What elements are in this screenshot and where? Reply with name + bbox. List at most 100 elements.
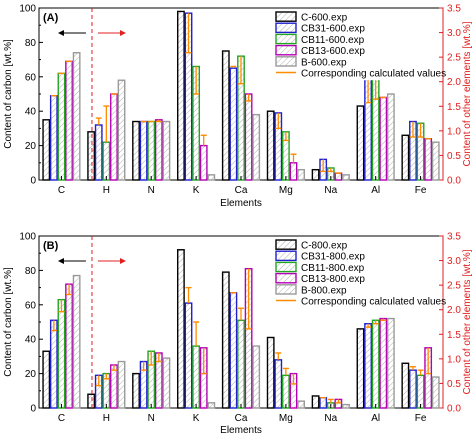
x-tick-label-ca: Ca [235,185,248,196]
y-tick-label: 100 [19,232,36,243]
right-tick-label: 1.5 [447,330,461,341]
y-tick-label: 20 [25,141,37,152]
legend-label-cb11: CB11-600.exp [301,35,365,46]
bar-cb11-k [192,345,201,409]
bar-c-fe [401,362,410,409]
legend-swatch-b [275,56,297,67]
bar-c-k [177,249,185,409]
right-tick-label: 0.0 [447,404,461,415]
bar-cb11-fe [416,374,425,409]
bar-c-h [87,393,96,409]
left-arrow-head [57,258,64,264]
bar-cb31-c [49,95,58,181]
bar-cb31-na [319,396,328,409]
right-arrow-head [119,258,126,264]
bar-c-c [42,119,51,181]
chart-panel-a: 0204060801000.00.51.01.52.02.53.03.5Cont… [3,4,473,210]
y-tick-label: 0 [30,176,36,187]
bar-b-na [342,403,350,409]
legend-label-c: C-600.exp [301,13,348,24]
legend-label-b: B-800.exp [301,285,347,296]
right-tick-label: 3.0 [447,256,461,267]
legend-swatch-cb11 [275,261,297,273]
x-tick-label-al: Al [371,185,380,196]
panel-label: (A) [43,12,59,24]
bar-cb31-h [94,124,103,181]
right-tick-label: 1.5 [447,102,461,113]
bar-b-h [117,360,126,409]
bar-cb31-mg [274,359,283,409]
bar-b-fe [431,141,440,181]
bar-c-mg [266,110,275,181]
legend-swatch-b [275,284,297,295]
bar-c-ca [221,271,230,409]
bar-cb31-ca [229,67,238,181]
x-axis-label: Elements [220,425,262,436]
bar-cb11-mg [281,374,290,409]
bar-cb31-ca [229,292,238,409]
bar-cb13-h [110,93,118,181]
legend-box [274,10,439,81]
bar-cb31-n [139,120,148,181]
legend: C-800.expCB31-800.expCB11-800.expCB13-80… [274,238,446,309]
bar-c-na [311,168,320,181]
legend-label-b: B-600.exp [301,57,347,68]
right-tick-label: 1.0 [447,354,461,365]
legend-label-cb11: CB11-800.exp [301,263,365,274]
bar-b-c [72,274,81,409]
bars [42,249,440,409]
right-tick-label: 2.5 [447,53,461,64]
legend: C-600.expCB31-600.expCB11-600.expCB13-60… [274,10,446,81]
legend-swatch-c [275,239,297,250]
chart-panel-b: 0204060801000.00.51.01.52.02.53.03.5Cont… [3,232,473,437]
x-tick-label-fe: Fe [415,185,427,196]
bar-cb13-na [334,172,343,181]
legend-label-cb13: CB13-800.exp [301,274,365,285]
right-tick-label: 2.0 [447,305,461,316]
bar-c-ca [221,50,230,181]
x-tick-label-h: H [103,413,110,424]
legend-label-calculated: Corresponding calculated values [301,69,446,80]
bar-cb11-n [147,120,156,181]
bar-cb13-mg [289,162,298,181]
bar-b-na [342,174,350,181]
x-tick-label-mg: Mg [279,185,293,196]
x-axis-label: Elements [220,198,262,209]
bar-c-mg [266,336,275,409]
left-arrow-head [57,30,64,36]
bar-c-h [87,131,96,181]
bar-cb13-ca [244,93,253,181]
right-tick-label: 3.5 [447,4,461,15]
y-tick-label: 60 [25,72,37,83]
legend-swatch-cb13 [275,44,297,56]
bar-c-al [356,328,365,409]
y-tick-label: 80 [25,38,37,49]
x-tick-label-na: Na [324,185,337,196]
bar-b-n [162,357,171,409]
legend-label-cb31: CB31-600.exp [301,24,365,35]
x-tick-label-c: C [58,185,65,196]
right-tick-label: 0.5 [447,379,461,390]
legend-swatch-cb31 [275,250,297,262]
right-tick-label: 1.0 [447,126,461,137]
right-tick-label: 2.0 [447,77,461,88]
bar-b-k [207,174,216,181]
bar-cb11-c [57,298,66,409]
right-tick-label: 3.5 [447,232,461,243]
right-axis-label: Content of other elements [wt.%] [462,249,473,394]
legend-swatch-c [275,11,297,22]
y-tick-label: 40 [25,335,37,346]
bar-b-mg [297,168,305,181]
right-axis-label: Content of other elements [wt.%] [462,21,473,166]
bar-b-k [207,402,216,409]
bar-c-k [177,10,185,181]
right-tick-label: 0.5 [447,151,461,162]
y-tick-label: 60 [25,300,37,311]
bar-cb31-k [184,302,193,409]
bar-cb11-ca [237,319,245,409]
x-tick-label-al: Al [371,413,380,424]
x-tick-label-ca: Ca [235,413,248,424]
bar-c-na [311,395,320,409]
bar-cb13-n [154,119,163,181]
